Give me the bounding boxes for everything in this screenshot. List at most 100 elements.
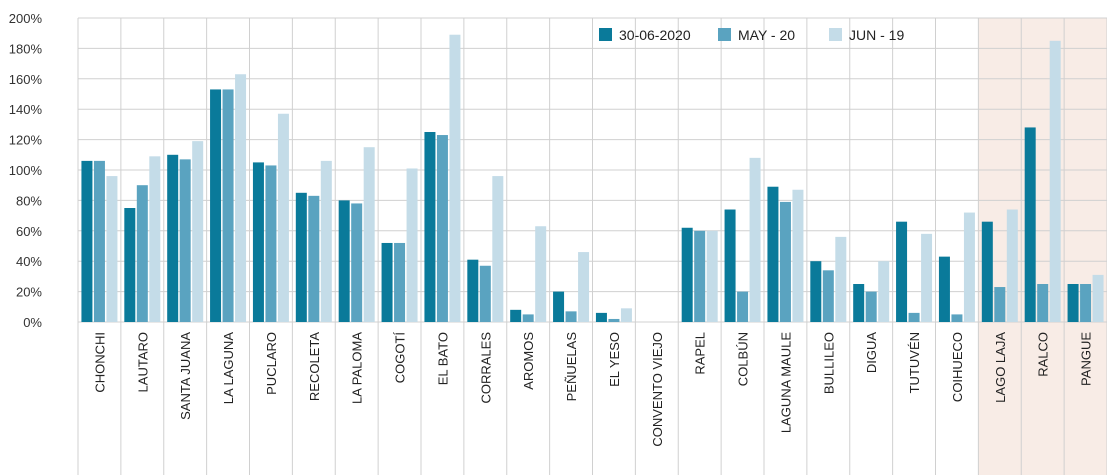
x-category-label: COIHUECO (950, 332, 965, 402)
y-tick-label: 20% (16, 285, 42, 300)
legend-label: 30-06-2020 (619, 27, 691, 43)
x-axis: CHONCHI LAUTARO SANTA JUANA LA LAGUNA PUCLAR… (92, 332, 1093, 447)
y-tick-label: 80% (16, 193, 42, 208)
bar (467, 259, 479, 322)
x-category-label: PUCLARO (264, 332, 279, 395)
legend-swatch (718, 28, 731, 41)
bar (822, 270, 834, 322)
bar (767, 186, 779, 322)
bar (878, 261, 890, 322)
x-category-label: LA LAGUNA (221, 332, 236, 405)
bar (951, 314, 963, 322)
bar (265, 165, 277, 322)
bar (93, 160, 105, 322)
bar (363, 147, 375, 322)
x-category-label: PEÑUELAS (564, 332, 579, 402)
bar (779, 201, 791, 322)
bar (1037, 284, 1049, 322)
x-category-label: BULLILEO (821, 332, 836, 394)
bar (149, 156, 161, 322)
bar (124, 208, 136, 322)
bar (424, 132, 436, 322)
bar (210, 89, 222, 322)
bar (320, 160, 332, 322)
bar (553, 291, 565, 322)
bar (351, 203, 363, 322)
x-category-label: DIGUA (864, 332, 879, 374)
x-category-label: RECOLETA (307, 332, 322, 401)
bar (749, 157, 761, 322)
bar (595, 312, 607, 322)
bar (981, 221, 993, 322)
y-axis: 0% 20% 40% 60% 80% 100% 120% 140% 160% 180% 200% (9, 11, 43, 330)
x-category-label: LAGUNA MAULE (778, 332, 793, 433)
x-category-label: EL BATO (435, 332, 450, 385)
bar (608, 318, 620, 322)
bar (167, 154, 179, 322)
x-category-label: TUTUVÉN (907, 332, 922, 393)
bar (706, 230, 718, 322)
bar (535, 226, 547, 322)
bar (522, 314, 534, 322)
bar (479, 265, 491, 322)
legend-label: JUN - 19 (849, 27, 904, 43)
y-tick-label: 60% (16, 224, 42, 239)
bar (436, 135, 448, 322)
y-tick-label: 120% (9, 133, 43, 148)
bar (1067, 284, 1079, 322)
x-category-label: RAPEL (693, 332, 708, 375)
x-category-label: COGOTÍ (393, 332, 408, 384)
x-category-label: EL YESO (607, 332, 622, 387)
bar (1080, 284, 1092, 322)
bar (222, 89, 234, 322)
bar (192, 141, 204, 322)
bar (106, 176, 118, 322)
bar (681, 227, 693, 322)
bar (277, 113, 289, 322)
y-tick-label: 140% (9, 102, 43, 117)
y-tick-label: 40% (16, 254, 42, 269)
legend: 30-06-2020 MAY - 20 JUN - 19 (599, 27, 904, 43)
legend-swatch (829, 28, 842, 41)
bar (694, 230, 706, 322)
x-category-label: AROMOS (521, 332, 536, 390)
bar (406, 168, 418, 322)
bar (179, 159, 191, 322)
x-category-label: LA PALOMA (350, 332, 365, 404)
bar (235, 74, 247, 323)
bars (81, 34, 1104, 323)
bar (896, 221, 908, 322)
bar (449, 34, 461, 322)
x-category-label: CHONCHI (92, 332, 107, 393)
x-category-label: LAUTARO (135, 332, 150, 392)
bar (1092, 274, 1104, 322)
legend-swatch (599, 28, 612, 41)
bar (994, 287, 1006, 322)
bar (908, 312, 920, 322)
x-category-label: RALCO (1036, 332, 1051, 377)
bar (792, 189, 804, 322)
bar (810, 261, 822, 322)
bar (308, 195, 320, 322)
bar (620, 308, 632, 322)
bar (492, 176, 504, 322)
bar (1006, 209, 1018, 322)
bar (938, 256, 950, 322)
bar (737, 291, 749, 322)
highlight-region (978, 18, 1107, 475)
bar (1049, 40, 1061, 323)
bar (921, 233, 933, 322)
bar (381, 242, 393, 322)
x-category-label: PANGUE (1079, 332, 1094, 386)
bar (394, 242, 406, 322)
bar (565, 311, 577, 322)
bar (510, 309, 522, 322)
bar (578, 252, 590, 322)
bar (853, 284, 865, 322)
y-tick-label: 200% (9, 11, 43, 26)
legend-label: MAY - 20 (738, 27, 795, 43)
x-category-label: COLBÚN (736, 332, 751, 386)
grid (77, 17, 1107, 475)
bar (1024, 127, 1036, 322)
